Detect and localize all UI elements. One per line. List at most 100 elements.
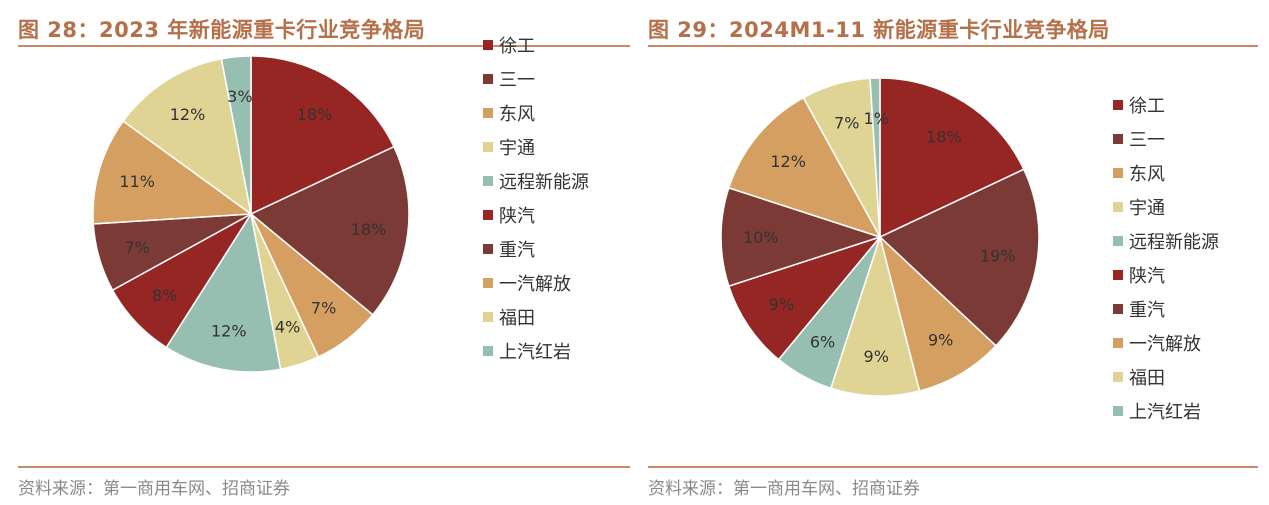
pie-slice-徐工	[879, 77, 1025, 239]
pie-chart: 18% 19% 9% 9% 6% 9% 10% 12% 7% 1%	[720, 77, 1040, 397]
slice-value-label: 9%	[928, 331, 953, 350]
legend-item: 三一	[483, 62, 589, 96]
legend-swatch	[1113, 100, 1123, 110]
legend-swatch	[1113, 236, 1123, 246]
slice-value-label: 3%	[227, 87, 252, 106]
slice-value-label: 18%	[926, 127, 962, 146]
legend-swatch	[483, 40, 493, 50]
slice-value-label: 9%	[769, 295, 794, 314]
legend-swatch	[1113, 168, 1123, 178]
legend-item: 东风	[483, 96, 589, 130]
legend-label: 三一	[1129, 130, 1165, 151]
slice-value-label: 8%	[152, 286, 177, 305]
legend-swatch	[483, 346, 493, 356]
legend-swatch	[1113, 372, 1123, 382]
slice-value-label: 12%	[211, 321, 247, 340]
slice-value-label: 4%	[275, 318, 300, 337]
slice-value-label: 9%	[864, 347, 889, 366]
legend-item: 陕汽	[483, 198, 589, 232]
legend-item: 福田	[1113, 360, 1219, 394]
legend-item: 重汽	[483, 232, 589, 266]
legend-item: 上汽红岩	[483, 334, 589, 368]
slice-value-label: 18%	[297, 105, 333, 124]
slice-value-label: 7%	[834, 113, 859, 132]
slice-value-label: 19%	[980, 247, 1016, 266]
pie-slice-三一	[249, 145, 410, 316]
pie-slice-三一	[878, 168, 1040, 347]
legend-label: 一汽解放	[499, 274, 571, 295]
legend-label: 福田	[499, 308, 535, 329]
pie-slice-一汽解放	[727, 96, 882, 239]
pie-slice-上汽红岩	[220, 55, 252, 215]
legend-item: 上汽红岩	[1113, 394, 1219, 428]
chart-title: 图 29：2024M1-11 新能源重卡行业竞争格局	[648, 18, 1110, 42]
legend-label: 陕汽	[499, 206, 535, 227]
legend-swatch	[483, 278, 493, 288]
slice-value-label: 7%	[311, 299, 336, 318]
legend-label: 重汽	[499, 240, 535, 261]
source-note: 资料来源：第一商用车网、招商证券	[18, 479, 290, 499]
legend-label: 徐工	[499, 36, 535, 57]
legend-item: 三一	[1113, 122, 1219, 156]
legend-item: 一汽解放	[483, 266, 589, 300]
legend-item: 福田	[483, 300, 589, 334]
title-divider	[648, 45, 1258, 47]
legend-label: 上汽红岩	[1129, 402, 1201, 423]
legend-swatch	[483, 244, 493, 254]
legend-item: 远程新能源	[1113, 224, 1219, 258]
legend-label: 远程新能源	[499, 172, 589, 193]
legend-label: 远程新能源	[1129, 232, 1219, 253]
legend-label: 上汽红岩	[499, 342, 571, 363]
legend-label: 东风	[499, 104, 535, 125]
footer-divider	[18, 466, 630, 468]
chart-legend: 徐工三一东风宇通远程新能源陕汽重汽一汽解放福田上汽红岩	[483, 28, 589, 368]
legend-swatch	[483, 210, 493, 220]
legend-swatch	[1113, 270, 1123, 280]
chart-title: 图 28：2023 年新能源重卡行业竞争格局	[18, 18, 426, 42]
legend-swatch	[1113, 202, 1123, 212]
chart-panel-2024: 图 29：2024M1-11 新能源重卡行业竞争格局 18% 19% 9% 9% 6% 9…	[648, 0, 1258, 505]
legend-label: 三一	[499, 70, 535, 91]
legend-swatch	[1113, 406, 1123, 416]
pie-slice-宇通	[829, 234, 921, 397]
title-divider	[18, 45, 630, 47]
slice-value-label: 12%	[770, 152, 806, 171]
legend-item: 徐工	[1113, 88, 1219, 122]
legend-item: 宇通	[483, 130, 589, 164]
slice-value-label: 1%	[864, 109, 889, 128]
legend-swatch	[483, 74, 493, 84]
pie-slice-陕汽	[727, 235, 883, 361]
legend-swatch	[483, 142, 493, 152]
legend-swatch	[1113, 338, 1123, 348]
legend-item: 东风	[1113, 156, 1219, 190]
legend-label: 重汽	[1129, 300, 1165, 321]
slice-value-label: 11%	[119, 172, 155, 191]
pie-slice-宇通	[122, 57, 253, 216]
pie-chart: 18% 18% 7% 4% 12% 8% 7% 11% 12% 3%	[92, 55, 410, 373]
legend-label: 陕汽	[1129, 266, 1165, 287]
chart-legend: 徐工三一东风宇通远程新能源陕汽重汽一汽解放福田上汽红岩	[1113, 88, 1219, 428]
legend-item: 陕汽	[1113, 258, 1219, 292]
legend-item: 远程新能源	[483, 164, 589, 198]
pie-slice-徐工	[250, 55, 395, 216]
pie-slice-东风	[92, 120, 254, 225]
chart-panel-2023: 图 28：2023 年新能源重卡行业竞争格局 18% 18% 7% 4% 12% 8% 7%…	[18, 0, 630, 505]
legend-item: 徐工	[483, 28, 589, 62]
slice-value-label: 12%	[170, 105, 206, 124]
legend-swatch	[1113, 304, 1123, 314]
legend-item: 宇通	[1113, 190, 1219, 224]
legend-label: 一汽解放	[1129, 334, 1201, 355]
legend-item: 重汽	[1113, 292, 1219, 326]
legend-label: 宇通	[1129, 198, 1165, 219]
legend-item: 一汽解放	[1113, 326, 1219, 360]
source-note: 资料来源：第一商用车网、招商证券	[648, 479, 920, 499]
legend-swatch	[483, 176, 493, 186]
legend-label: 宇通	[499, 138, 535, 159]
legend-label: 福田	[1129, 368, 1165, 389]
slice-value-label: 6%	[810, 332, 835, 351]
pie-slice-东风	[878, 234, 997, 392]
slice-value-label: 10%	[743, 228, 779, 247]
slice-value-label: 18%	[351, 220, 387, 239]
legend-swatch	[483, 108, 493, 118]
pie-slice-远程新能源	[165, 211, 282, 373]
